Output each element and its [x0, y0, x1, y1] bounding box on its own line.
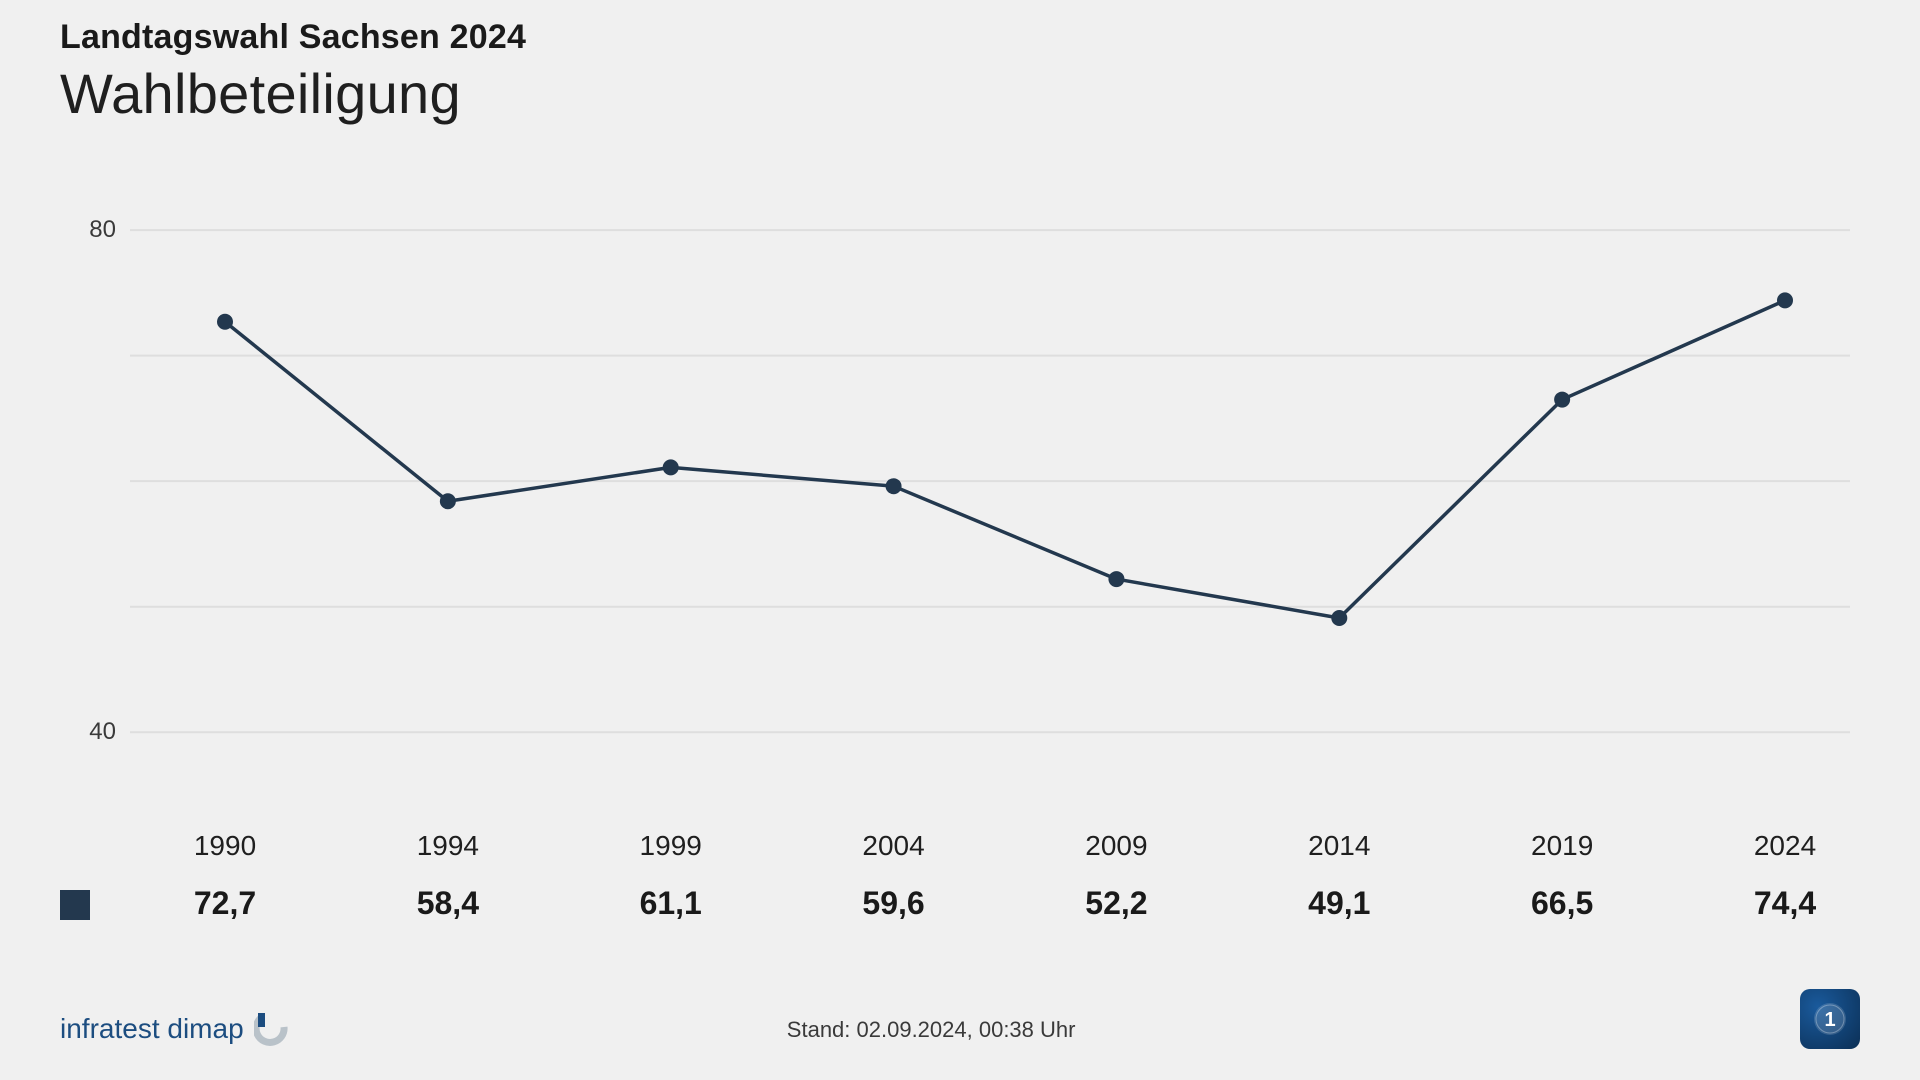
timestamp-value: 02.09.2024, 00:38 Uhr	[857, 1017, 1076, 1042]
svg-text:1: 1	[1824, 1009, 1835, 1031]
chart-header: Landtagswahl Sachsen 2024 Wahlbeteiligun…	[60, 18, 526, 126]
x-axis-year-row: 1990 1994 1999 2004 2009 2014 2019 2024	[60, 830, 1860, 870]
y-tick-label: 80	[66, 216, 116, 244]
x-value-label: 72,7	[194, 885, 256, 922]
x-year-label: 2019	[1531, 830, 1593, 862]
broadcaster-logo-icon: 1	[1800, 989, 1860, 1049]
x-value-label: 49,1	[1308, 885, 1370, 922]
x-year-label: 1999	[640, 830, 702, 862]
x-value-label: 52,2	[1085, 885, 1147, 922]
x-value-label: 66,5	[1531, 885, 1593, 922]
chart-title: Wahlbeteiligung	[60, 61, 526, 126]
y-tick-label: 40	[66, 718, 116, 746]
x-value-label: 58,4	[417, 885, 479, 922]
super-title: Landtagswahl Sachsen 2024	[60, 18, 526, 57]
x-year-label: 2014	[1308, 830, 1370, 862]
x-value-label: 59,6	[862, 885, 924, 922]
infratest-dimap-logo-icon	[254, 1011, 290, 1047]
source-name: infratest dimap	[60, 1013, 244, 1045]
x-year-label: 2024	[1754, 830, 1816, 862]
chart-footer: infratest dimap Stand: 02.09.2024, 00:38…	[0, 1005, 1920, 1065]
x-value-label: 74,4	[1754, 885, 1816, 922]
timestamp-prefix: Stand:	[787, 1017, 857, 1042]
x-year-label: 1994	[417, 830, 479, 862]
x-axis-value-row: 72,7 58,4 61,1 59,6 52,2 49,1 66,5 74,4	[60, 885, 1860, 935]
x-year-label: 2004	[862, 830, 924, 862]
timestamp: Stand: 02.09.2024, 00:38 Uhr	[787, 1017, 1076, 1043]
line-chart-svg	[60, 195, 1860, 815]
source-attribution: infratest dimap	[60, 1011, 290, 1047]
x-year-label: 2009	[1085, 830, 1147, 862]
x-year-label: 1990	[194, 830, 256, 862]
chart-area	[60, 195, 1860, 795]
x-value-label: 61,1	[640, 885, 702, 922]
